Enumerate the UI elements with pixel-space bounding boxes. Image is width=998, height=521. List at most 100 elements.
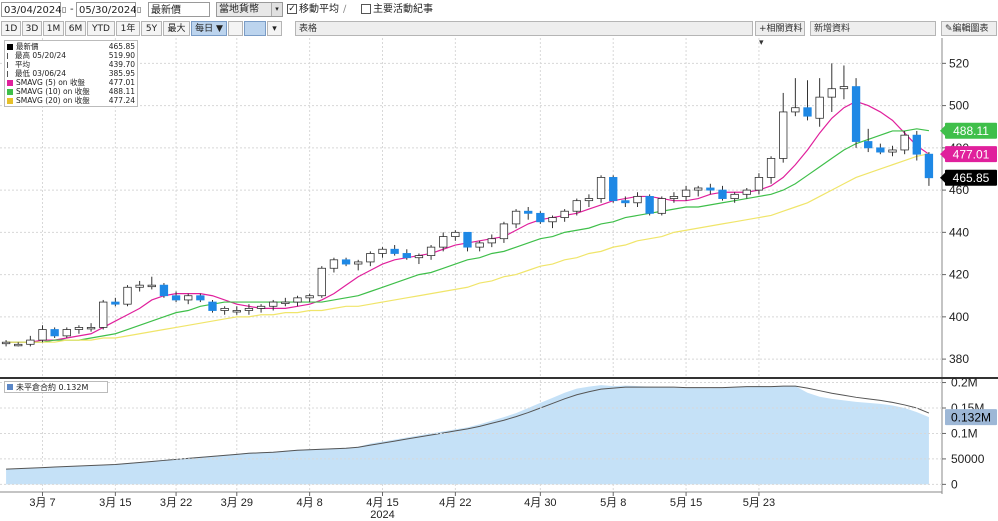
calendar-icon[interactable]: ▯	[137, 5, 142, 14]
line-chart-button[interactable]	[228, 21, 243, 36]
candle-body	[851, 86, 861, 142]
range-1y-button[interactable]: 1年	[116, 21, 140, 36]
start-date-input[interactable]: 03/04/2024	[1, 2, 62, 17]
candle-body	[329, 259, 339, 269]
candle-body	[269, 301, 278, 307]
volume-badge-label: 0.132M	[951, 411, 991, 425]
price-badge-label: 488.11	[953, 124, 989, 138]
candle-body	[378, 248, 387, 254]
candle-body	[256, 305, 266, 309]
volume-badge	[945, 409, 997, 426]
candle-body	[281, 301, 290, 304]
frequency-select[interactable]: 每日 ▼	[191, 21, 227, 36]
edit-chart-label: 編輯圖表	[952, 24, 989, 34]
candle-body	[414, 255, 424, 259]
y-tick-label: 420	[949, 268, 969, 282]
candle-body	[439, 236, 448, 248]
currency-select[interactable]: 當地貨幣 ▾	[216, 2, 283, 17]
legend-name: SMAVG (20) on 收盤	[16, 96, 90, 105]
candle-body	[305, 295, 314, 299]
legend-name: SMAVG (5) on 收盤	[16, 78, 85, 87]
candle-body	[742, 189, 751, 195]
candle-body	[475, 242, 484, 248]
volume-y-tick-label: 50000	[951, 452, 985, 466]
chart-type-select[interactable]: 表格	[295, 21, 753, 36]
bar-chart-button[interactable]	[244, 21, 266, 36]
legend-item: 最低 03/06/24 385.95	[7, 69, 135, 78]
x-year-label: 2024	[370, 509, 394, 521]
calendar-icon[interactable]: ▯	[62, 5, 67, 14]
candle-body	[876, 147, 885, 153]
range-1m-button[interactable]: 1M	[43, 21, 64, 36]
candle-body	[26, 339, 35, 345]
volume-y-tick-label: 0	[951, 477, 958, 491]
candle-body	[609, 177, 618, 202]
candle-body	[220, 307, 229, 311]
edit-chart-select[interactable]: ✎編輯圖表	[941, 21, 997, 36]
range-3d-button[interactable]: 3D	[22, 21, 42, 36]
range-1d-button[interactable]: 1D	[1, 21, 21, 36]
legend-item: 平均 439.70	[7, 60, 135, 69]
volume-y-tick-label: 0.2M	[951, 376, 978, 390]
pencil-icon[interactable]: ∕	[343, 4, 347, 15]
candle-body	[86, 327, 96, 330]
candle-body	[317, 267, 326, 297]
price-badge	[945, 122, 997, 139]
moving-average-line	[6, 128, 930, 343]
top-toolbar: 03/04/2024 ▯ - 05/30/2024 ▯ 最新價 當地貨幣 ▾ ✓…	[0, 0, 998, 20]
moving-avg-label: 移動平均	[299, 4, 339, 15]
candle-body	[864, 141, 873, 149]
candle-body	[14, 343, 23, 347]
price-badge-label: 477.01	[953, 148, 990, 162]
candle-body	[499, 223, 509, 240]
events-checkbox[interactable]	[361, 4, 371, 14]
price-badge	[945, 169, 997, 186]
x-tick-label: 5月 15	[670, 497, 702, 509]
candle-body	[354, 261, 363, 265]
news-data-select[interactable]: 新增資料	[810, 21, 936, 36]
related-data-select[interactable]: +相關資料▾	[755, 21, 805, 48]
end-date-input[interactable]: 05/30/2024	[76, 2, 137, 17]
range-max-button[interactable]: 最大	[163, 21, 190, 36]
volume-y-tick-label: 0.1M	[951, 426, 978, 440]
candle-body	[827, 88, 836, 98]
candle-body	[159, 284, 169, 297]
chart-legend: 最新價 465.85 最高 05/20/24 519.90 平均 439.70 最低 03/…	[4, 40, 138, 107]
chart-style-dropdown[interactable]: ▾	[267, 21, 282, 36]
candle-body	[900, 134, 909, 151]
candle-body	[657, 198, 666, 214]
candle-body	[779, 111, 788, 159]
candle-body	[426, 246, 436, 256]
candle-body	[463, 231, 472, 248]
candle-body	[912, 134, 921, 155]
candle-body	[232, 310, 241, 313]
legend-swatch	[7, 88, 13, 95]
average-icon	[7, 61, 12, 68]
x-tick-label: 4月 30	[524, 497, 556, 509]
candle-body	[341, 259, 351, 265]
legend-value: 488.11	[108, 87, 135, 96]
candle-body	[888, 149, 897, 153]
candle-body	[815, 96, 824, 119]
candle-body	[74, 327, 84, 330]
price-badge	[945, 146, 997, 163]
x-tick-label: 3月 29	[221, 497, 253, 509]
candle-body	[208, 301, 217, 311]
moving-avg-checkbox[interactable]: ✓	[287, 4, 297, 14]
price-type-select[interactable]: 最新價	[148, 2, 210, 17]
range-5y-button[interactable]: 5Y	[141, 21, 162, 36]
range-6m-button[interactable]: 6M	[65, 21, 86, 36]
y-tick-label: 500	[949, 99, 969, 113]
candle-body	[135, 284, 144, 288]
candle-body	[791, 107, 800, 113]
candle-body	[451, 231, 460, 237]
candle-body	[584, 198, 594, 202]
candle-body	[402, 253, 411, 259]
range-ytd-button[interactable]: YTD	[87, 21, 115, 36]
candle-body	[572, 200, 581, 212]
candle-body	[839, 86, 849, 90]
candle-body	[390, 248, 399, 254]
candle-body	[633, 196, 642, 204]
legend-swatch	[7, 43, 13, 50]
